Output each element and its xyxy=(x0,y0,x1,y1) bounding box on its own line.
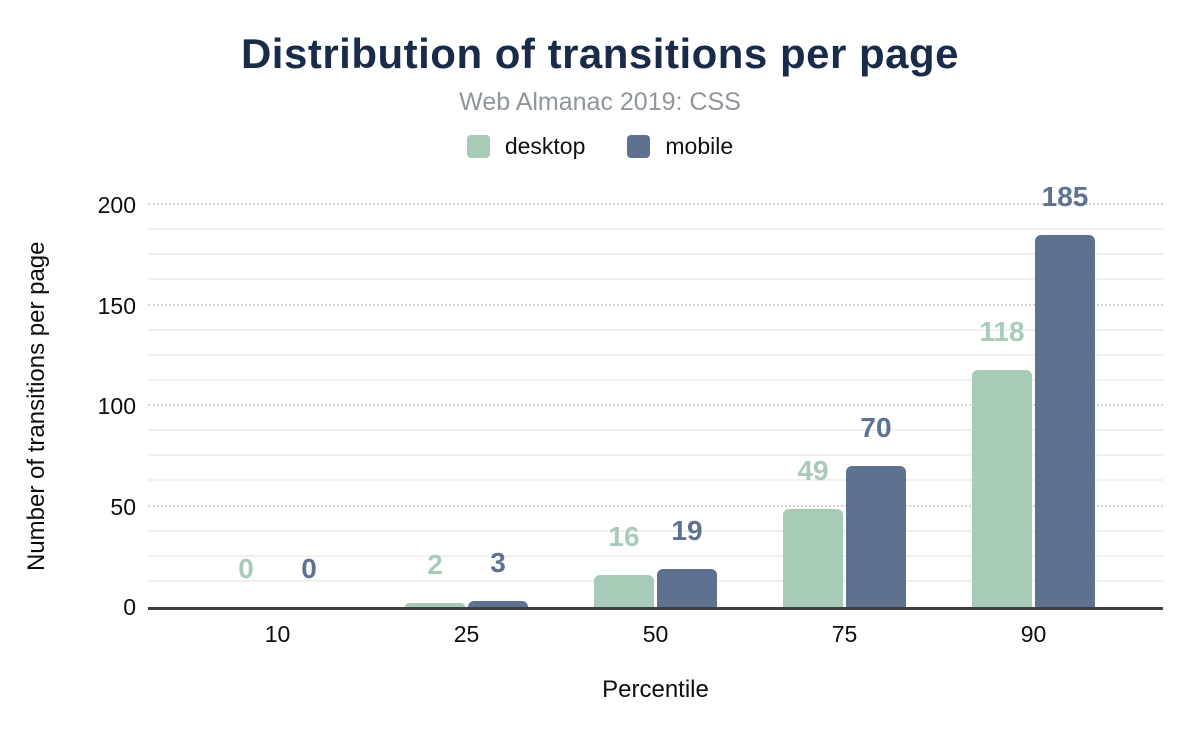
data-label-desktop-p90: 118 xyxy=(979,315,1025,347)
y-tick-label-0: 0 xyxy=(123,594,136,620)
y-tick-label-100: 100 xyxy=(97,393,136,419)
legend-label-desktop: desktop xyxy=(504,133,586,159)
legend-label-mobile: mobile xyxy=(665,133,734,159)
data-label-mobile-p10: 0 xyxy=(301,553,317,584)
x-tick-label-25: 25 xyxy=(453,621,480,647)
minor-gridline xyxy=(148,278,1163,281)
bar-desktop-p25 xyxy=(405,602,465,607)
bar-mobile-p75 xyxy=(846,466,906,607)
major-gridline xyxy=(148,303,1163,306)
bar-desktop-p50 xyxy=(594,574,654,607)
plot-area: 0 50 100 150 200 10 0 0 25 2 3 50 16 19 75 49 70 90 118 185 xyxy=(98,183,1163,647)
data-label-mobile-p25: 3 xyxy=(490,546,506,578)
x-tick-label-10: 10 xyxy=(264,621,291,647)
bar-mobile-p50 xyxy=(657,568,717,607)
minor-gridline xyxy=(148,253,1163,256)
minor-gridline xyxy=(148,353,1163,356)
x-tick-label-90: 90 xyxy=(1020,621,1047,647)
y-tick-label-200: 200 xyxy=(97,192,136,218)
legend-item-desktop: desktop xyxy=(466,133,586,160)
data-label-mobile-p75: 70 xyxy=(860,412,892,444)
y-axis-title: Number of transitions per page xyxy=(23,241,50,571)
data-label-desktop-p75: 49 xyxy=(797,454,829,486)
data-label-mobile-p90: 185 xyxy=(1041,181,1089,213)
bar-mobile-p90 xyxy=(1035,235,1095,607)
major-gridline xyxy=(148,504,1163,507)
minor-gridline xyxy=(148,554,1163,557)
x-axis-title: Percentile xyxy=(602,676,709,703)
minor-gridline xyxy=(148,529,1163,532)
data-label-desktop-p25: 2 xyxy=(427,548,443,580)
data-label-mobile-p50: 19 xyxy=(671,514,703,546)
legend-item-mobile: mobile xyxy=(627,133,733,160)
bar-desktop-p75 xyxy=(783,508,843,607)
legend: desktop mobile xyxy=(0,133,1200,160)
minor-gridline xyxy=(148,454,1163,457)
minor-gridline xyxy=(148,579,1163,582)
minor-gridline xyxy=(148,228,1163,231)
y-tick-label-50: 50 xyxy=(110,493,136,520)
data-label-desktop-p10: 0 xyxy=(238,553,254,584)
minor-gridline xyxy=(148,328,1163,331)
minor-gridline xyxy=(148,378,1163,381)
x-tick-label-75: 75 xyxy=(831,621,858,647)
chart-title: Distribution of transitions per page xyxy=(240,30,960,77)
chart-subtitle: Web Almanac 2019: CSS xyxy=(459,88,741,116)
major-gridline xyxy=(148,404,1163,406)
bar-mobile-p25 xyxy=(468,600,528,607)
x-tick-label-50: 50 xyxy=(642,621,669,647)
minor-gridline xyxy=(148,479,1163,482)
major-gridline xyxy=(148,203,1163,205)
legend-swatch-desktop xyxy=(466,135,490,158)
legend-swatch-mobile xyxy=(627,135,651,158)
minor-gridline xyxy=(148,429,1163,432)
data-label-desktop-p50: 16 xyxy=(608,520,640,552)
bar-desktop-p90 xyxy=(972,369,1032,607)
y-tick-label-150: 150 xyxy=(97,292,136,319)
